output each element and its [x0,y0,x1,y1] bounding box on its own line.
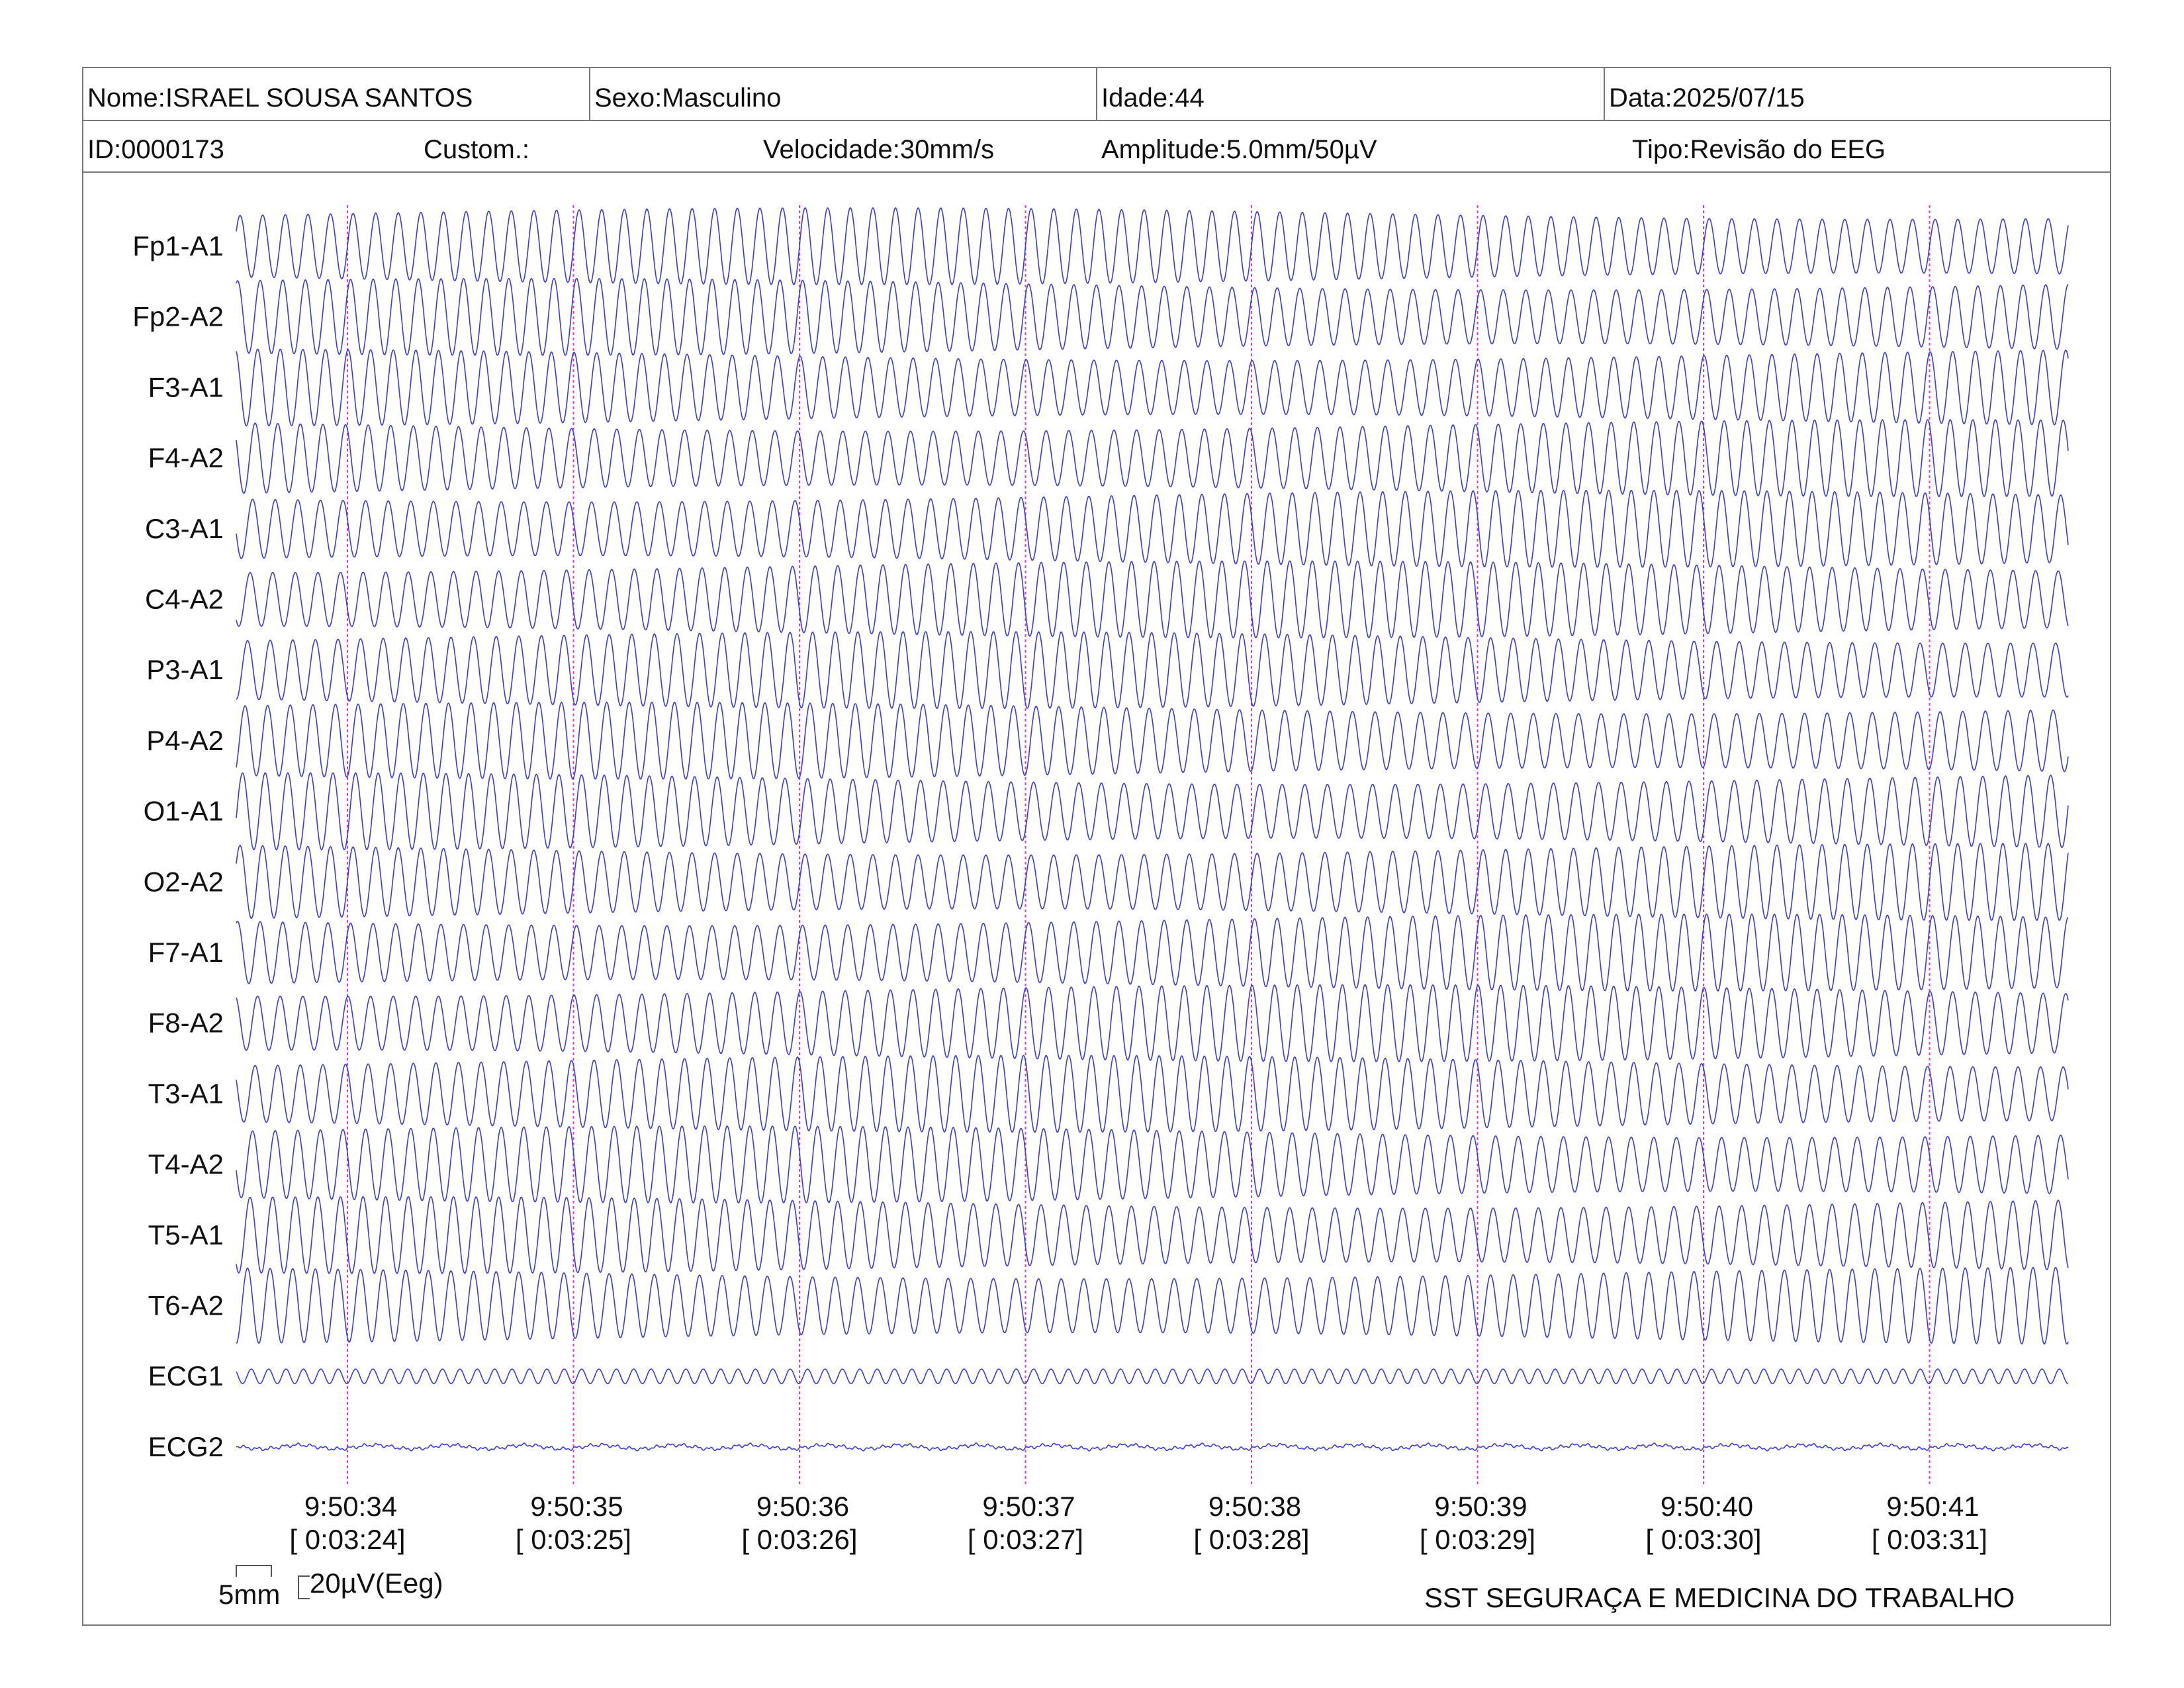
time-label: 9:50:38 [1208,1491,1301,1522]
trace-c3-a1 [236,489,2069,568]
channel-label: T6-A2 [148,1290,224,1321]
trace-p4-a2 [236,701,2069,780]
channel-label: T4-A2 [148,1149,224,1180]
elapsed-label: [ 0:03:28] [1193,1524,1309,1555]
elapsed-label: [ 0:03:27] [968,1524,1083,1555]
trace-f3-a1 [236,348,2069,427]
channel-label: T3-A1 [148,1078,224,1109]
trace-fp2-a2 [236,277,2069,356]
trace-t6-a2 [236,1266,2069,1345]
patient-sex: Sexo:Masculino [594,83,782,113]
time-label: 9:50:34 [304,1491,397,1522]
channel-label: Fp2-A2 [132,301,224,332]
channel-label: F4-A2 [148,442,224,473]
amplitude-scale-label: 20µV(Eeg) [310,1568,443,1599]
channel-label: F7-A1 [148,937,224,968]
record-type: Tipo:Revisão do EEG [1632,135,1886,164]
elapsed-label: [ 0:03:30] [1645,1524,1761,1555]
amplitude-scale-bracket [298,1575,310,1599]
channel-label: Fp1-A1 [132,230,224,261]
trace-c4-a2 [236,560,2069,639]
speed-setting: Velocidade:30mm/s [763,135,995,164]
channel-label: P3-A1 [146,654,224,685]
trace-fp1-a1 [236,207,2069,286]
trace-ecg1 [236,1368,2069,1385]
channel-label: ECG1 [148,1360,224,1391]
trace-t3-a1 [236,1055,2069,1133]
channel-label: T5-A1 [148,1219,224,1250]
trace-f8-a2 [236,984,2069,1062]
patient-age: Idade:44 [1101,83,1205,113]
header-col-divider [589,67,590,120]
time-label: 9:50:41 [1886,1491,1979,1522]
channel-label: C4-A2 [145,584,224,615]
trace-t4-a2 [236,1125,2069,1204]
channel-label: O2-A2 [144,866,224,897]
elapsed-label: [ 0:03:29] [1420,1524,1535,1555]
trace-o1-a1 [236,772,2069,851]
channel-label: O1-A1 [144,796,224,827]
elapsed-label: [ 0:03:25] [516,1524,631,1555]
elapsed-label: [ 0:03:26] [741,1524,857,1555]
custom-field: Custom.: [424,135,530,164]
elapsed-label: [ 0:03:24] [289,1524,405,1555]
header-col-divider [1096,67,1097,120]
header-col-divider [1604,67,1605,120]
company-name: SST SEGURAÇA E MEDICINA DO TRABALHO [1424,1582,2015,1613]
time-label: 9:50:39 [1434,1491,1527,1522]
amplitude-setting: Amplitude:5.0mm/50µV [1101,135,1377,164]
elapsed-label: [ 0:03:31] [1872,1524,1987,1555]
header-row-divider [82,120,2111,121]
time-label: 9:50:36 [756,1491,849,1522]
channel-label: F3-A1 [148,371,224,402]
trace-o2-a2 [236,843,2069,921]
time-label: 9:50:35 [530,1491,623,1522]
channel-label: P4-A2 [146,725,224,756]
record-date: Data:2025/07/15 [1609,83,1805,113]
channel-label: ECG2 [148,1431,224,1462]
trace-p3-a1 [236,631,2069,710]
time-scale-label: 5mm [218,1579,281,1610]
time-label: 9:50:40 [1661,1491,1753,1522]
trace-ecg2 [236,1442,2069,1452]
time-scale-bracket [236,1565,272,1577]
record-id: ID:0000173 [87,135,224,164]
header-bottom-divider [82,171,2111,173]
channel-label: F8-A2 [148,1008,224,1039]
trace-f4-a2 [236,419,2069,498]
time-label: 9:50:37 [982,1491,1075,1522]
trace-t5-a1 [236,1196,2069,1274]
trace-f7-a1 [236,914,2069,992]
patient-name: Nome:ISRAEL SOUSA SANTOS [87,83,473,113]
channel-label: C3-A1 [145,513,224,544]
